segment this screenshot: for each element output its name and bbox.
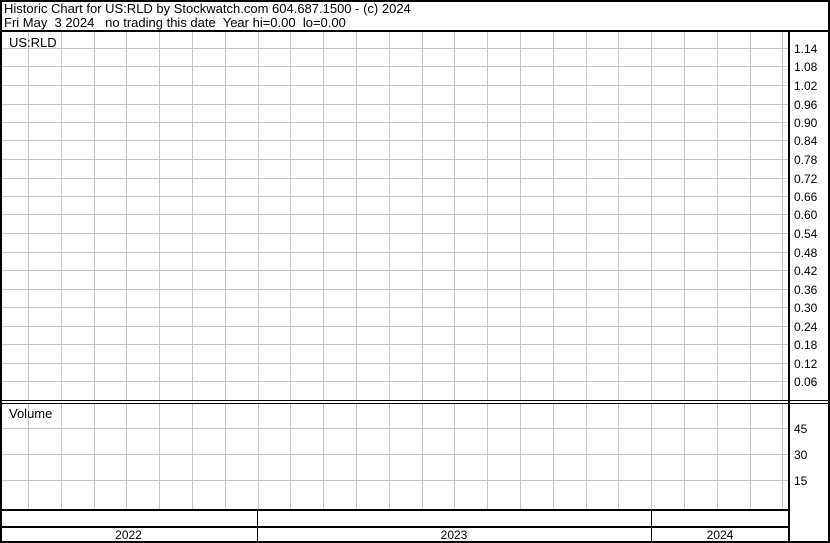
price-axis-tick: 0.72 <box>794 171 818 186</box>
year-label-2023: 2023 <box>440 528 468 542</box>
year-label-2022: 2022 <box>115 528 142 542</box>
price-axis-tick: 0.54 <box>794 226 818 241</box>
price-axis-tick: 1.08 <box>794 59 818 74</box>
price-axis-tick: 0.42 <box>794 263 818 278</box>
price-axis-tick: 0.18 <box>794 337 818 352</box>
price-axis-tick: 1.02 <box>794 78 818 93</box>
volume-axis-tick: 30 <box>794 447 808 462</box>
chart-header-status: Fri May 3 2024 no trading this date Year… <box>4 15 346 30</box>
price-axis-tick: 0.84 <box>794 133 818 148</box>
price-axis-tick: 0.06 <box>794 374 818 389</box>
volume-axis-tick: 15 <box>794 473 808 488</box>
chart-header-title: Historic Chart for US:RLD by Stockwatch.… <box>4 1 411 16</box>
volume-panel-title: Volume <box>9 406 53 421</box>
price-axis-tick: 1.14 <box>794 41 818 56</box>
price-axis-tick: 0.96 <box>794 97 818 112</box>
price-axis-tick: 0.36 <box>794 282 818 297</box>
year-label-2024: 2024 <box>706 528 734 542</box>
price-panel-title: US:RLD <box>9 35 57 50</box>
price-axis-tick: 0.78 <box>794 152 818 167</box>
price-axis-tick: 0.24 <box>794 319 818 334</box>
volume-axis-tick: 45 <box>794 421 808 436</box>
price-axis-tick: 0.30 <box>794 300 818 315</box>
price-axis-tick: 0.90 <box>794 115 818 130</box>
price-axis-tick: 0.12 <box>794 356 818 371</box>
price-axis-tick: 0.66 <box>794 189 818 204</box>
price-axis-tick: 0.48 <box>794 245 818 260</box>
price-axis-tick: 0.60 <box>794 207 818 222</box>
